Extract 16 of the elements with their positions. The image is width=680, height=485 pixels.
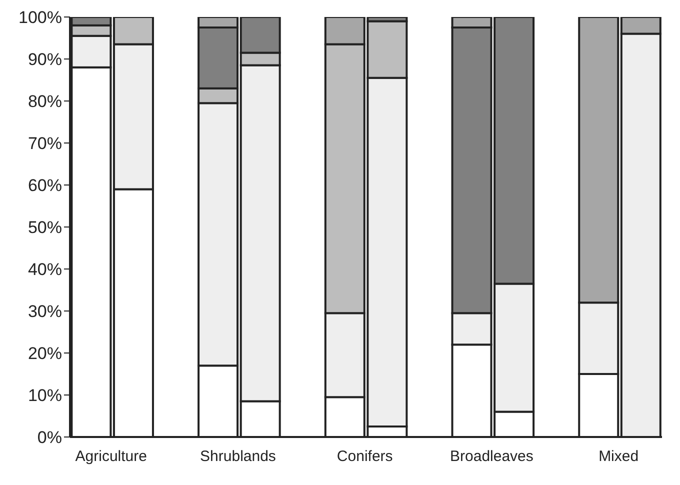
- x-tick-label: Mixed: [598, 448, 639, 465]
- x-tick-label: Shrublands: [200, 448, 276, 465]
- y-tick-label: 50%: [28, 218, 62, 238]
- y-tick-label: 90%: [28, 50, 62, 70]
- y-tick-label: 30%: [28, 302, 62, 322]
- x-tick-label: Conifers: [336, 448, 393, 465]
- y-tick-label: 40%: [28, 260, 62, 280]
- y-tick-label: 70%: [28, 134, 62, 154]
- y-tick-label: 10%: [28, 386, 62, 406]
- x-tick-label: Agriculture: [75, 448, 147, 465]
- y-tick-label: 60%: [28, 176, 62, 196]
- y-tick-label: 100%: [18, 8, 62, 28]
- y-tick-label: 20%: [28, 344, 62, 364]
- y-tick-label: 0%: [37, 428, 62, 448]
- x-tick-label: Broadleaves: [450, 448, 534, 465]
- y-tick-label: 80%: [28, 92, 62, 112]
